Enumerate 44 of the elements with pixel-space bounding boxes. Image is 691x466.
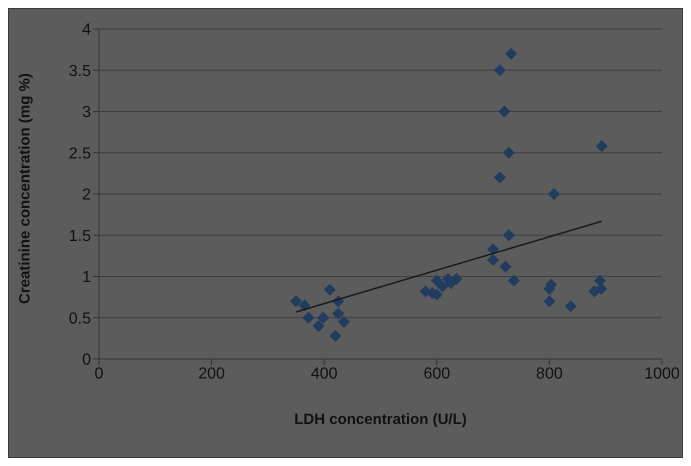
y-tick-label: 1	[82, 269, 92, 286]
point	[502, 146, 515, 159]
point	[508, 274, 520, 287]
y-tick-label: 0.5	[68, 310, 92, 328]
point	[324, 284, 336, 296]
y-axis-title: Creatinine concentration (mg %)	[16, 73, 34, 304]
point	[298, 299, 310, 312]
point	[502, 229, 515, 242]
y-tick-label: 4	[82, 22, 92, 39]
x-tick-label: 400	[310, 365, 338, 382]
x-tick-label: 200	[198, 365, 226, 382]
y-tick-label: 1.5	[68, 228, 92, 245]
y-tick-label: 2	[82, 186, 92, 204]
point	[338, 316, 350, 328]
point	[494, 64, 506, 76]
x-tick-label: 600	[423, 365, 450, 382]
x-axis-title: LDH concentration (U/L)	[294, 411, 467, 428]
point	[430, 274, 443, 287]
x-tick-label: 0	[94, 365, 104, 382]
point	[564, 300, 577, 312]
point	[329, 330, 342, 342]
point	[498, 106, 510, 118]
point	[543, 295, 556, 308]
y-tick-label: 0	[82, 352, 92, 369]
point	[548, 188, 560, 200]
point	[487, 254, 500, 266]
point	[596, 140, 608, 152]
y-tick-label: 2.5	[68, 145, 92, 162]
point	[499, 260, 512, 273]
point	[312, 320, 325, 332]
point	[450, 272, 463, 285]
point	[317, 312, 330, 324]
y-tick-label: 3	[82, 104, 92, 122]
point	[332, 308, 344, 320]
point	[290, 295, 302, 308]
x-tick-label: 1000	[644, 365, 680, 382]
point	[595, 282, 608, 295]
y-tick-label: 3.5	[68, 62, 92, 80]
x-tick-label: 800	[536, 365, 563, 382]
point	[494, 172, 506, 184]
point	[505, 48, 518, 60]
point	[302, 312, 314, 324]
point	[436, 280, 448, 292]
point	[594, 274, 606, 287]
